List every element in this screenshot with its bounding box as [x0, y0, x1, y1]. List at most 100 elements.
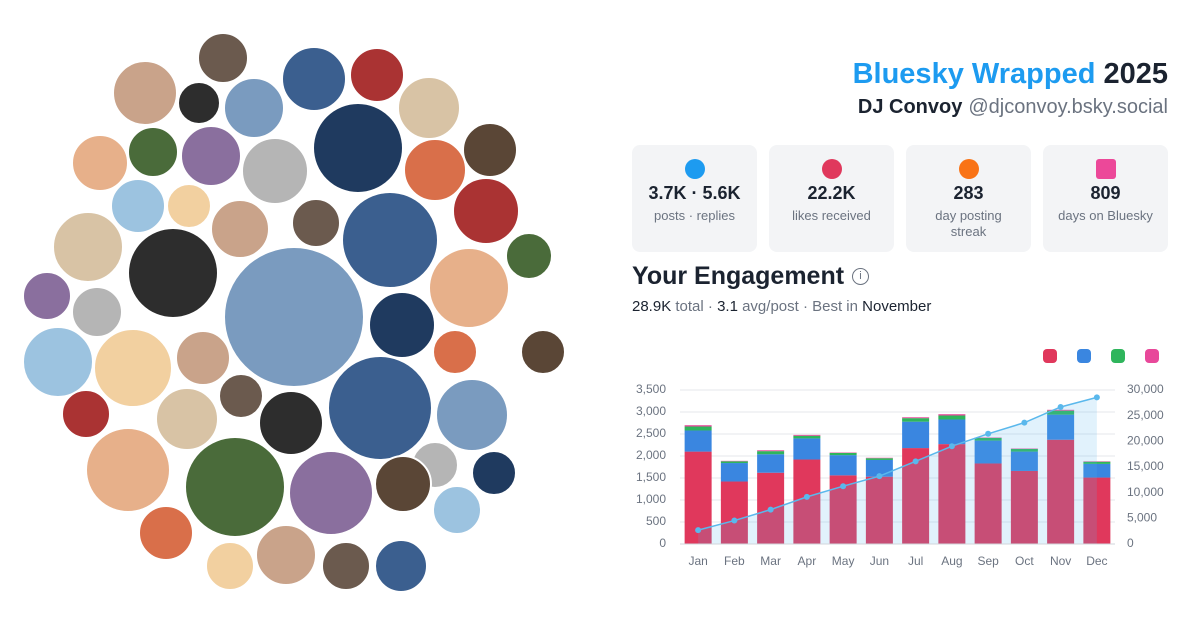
avatar: [205, 541, 255, 591]
bar-segment: [1010, 448, 1038, 452]
x-tick-label: Sep: [977, 554, 999, 568]
stat-card: 3.7K · 5.6K posts · replies: [632, 145, 757, 252]
stat-label: days on Bluesky: [1058, 208, 1153, 223]
legend-icon[interactable]: [1111, 349, 1125, 363]
avatar: [184, 436, 286, 538]
avatar: [210, 199, 270, 259]
bar-segment: [684, 430, 712, 452]
x-tick-label: Jun: [870, 554, 889, 568]
avatar: [368, 291, 436, 359]
legend-icon[interactable]: [1077, 349, 1091, 363]
bar-segment: [757, 450, 785, 452]
avatar: [155, 387, 219, 451]
avatar: [223, 77, 285, 139]
avatar: [241, 137, 309, 205]
bar-segment: [1047, 439, 1075, 544]
point: [948, 443, 955, 450]
y-tick-label: 2,500: [636, 426, 666, 440]
avatar: [349, 47, 405, 103]
avatar: [505, 232, 553, 280]
bar-segment: [938, 414, 966, 416]
avatar: [374, 455, 432, 513]
y2-tick-label: 20,000: [1127, 434, 1164, 448]
text: total ·: [671, 298, 718, 315]
avatar: [197, 32, 249, 84]
info-icon[interactable]: i: [852, 268, 869, 285]
bar-segment: [1047, 414, 1075, 440]
stat-label: day posting streak: [935, 208, 1002, 239]
avatar: [71, 286, 123, 338]
avatar: [93, 328, 173, 408]
avatar: [428, 247, 510, 329]
bar-segment: [829, 455, 857, 476]
legend-icon[interactable]: [1043, 349, 1057, 363]
avatar: [403, 138, 467, 202]
avatar: [110, 178, 166, 234]
legend-icon[interactable]: [1145, 349, 1159, 363]
best-month: November: [862, 298, 932, 315]
bar-segment: [865, 459, 893, 477]
bar-segment: [938, 444, 966, 544]
avatar: [341, 191, 439, 289]
y-tick-label: 1,500: [636, 470, 666, 484]
stat-card: 283 day posting streak: [906, 145, 1031, 252]
avg: 3.1: [717, 298, 738, 315]
bar-segment: [1047, 409, 1075, 411]
y2-tick-label: 30,000: [1127, 382, 1164, 396]
bar-segment: [829, 452, 857, 456]
bar-segment: [902, 421, 930, 449]
avatar: [112, 60, 178, 126]
profile: DJ Convoy @djconvoy.bsky.social: [858, 96, 1168, 119]
avatar: [374, 539, 428, 593]
x-tick-label: May: [832, 554, 855, 568]
brand: Bluesky Wrapped: [852, 58, 1096, 90]
avatar: [85, 427, 171, 513]
icon: [684, 159, 705, 179]
avatar: [22, 271, 72, 321]
point: [912, 458, 919, 465]
bar-segment: [1010, 470, 1038, 544]
handle[interactable]: @djconvoy.bsky.social: [968, 96, 1168, 118]
point: [876, 473, 883, 480]
bar-segment: [1010, 451, 1038, 471]
avatar: [223, 246, 365, 388]
avatar: [397, 76, 461, 140]
x-tick-label: Aug: [941, 554, 962, 568]
bar-segment: [902, 417, 930, 419]
point: [840, 483, 847, 490]
bar-segment: [865, 458, 893, 460]
x-tick-label: Jul: [908, 554, 923, 568]
bar-segment: [720, 481, 748, 544]
y2-tick-label: 25,000: [1127, 408, 1164, 422]
bar-segment: [757, 451, 785, 455]
avatar: [177, 81, 221, 125]
avatar: [166, 183, 212, 229]
icon: [958, 159, 979, 179]
point: [1021, 419, 1028, 426]
stat-value: 809: [1090, 183, 1121, 203]
bar-segment: [720, 461, 748, 464]
x-tick-label: Feb: [724, 554, 745, 568]
avatar: [288, 450, 374, 536]
stat-label: likes received: [792, 208, 871, 223]
stat-value: 22.2K: [807, 183, 856, 203]
display-name: DJ Convoy: [857, 96, 963, 118]
stat-value: 283: [953, 183, 984, 203]
y-tick-label: 0: [659, 536, 666, 550]
area: [698, 397, 1097, 544]
text: avg/post · Best in: [737, 298, 863, 315]
x-tick-label: Apr: [798, 554, 817, 568]
avatar: [61, 389, 111, 439]
point: [767, 506, 774, 513]
line: [697, 396, 1098, 531]
bar-segment: [974, 437, 1002, 441]
stat-label: posts · replies: [654, 208, 735, 223]
avatar: [327, 355, 433, 461]
avatar: [22, 326, 94, 398]
avatar: [462, 122, 518, 178]
avatar: [258, 390, 324, 456]
y-tick-label: 1,000: [636, 492, 666, 506]
icon: [821, 159, 842, 179]
avatar: [71, 134, 129, 192]
